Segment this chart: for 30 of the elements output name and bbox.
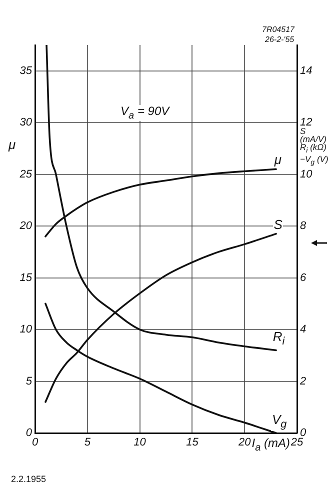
- y2-tick-label: 8: [300, 220, 307, 232]
- series-label: μ: [273, 152, 282, 168]
- y-tick-label: 10: [20, 324, 33, 336]
- y2-tick-label: 2: [299, 375, 306, 388]
- annotation: V$_{a}$ = 90V: [120, 104, 170, 122]
- y-tick-label: 15: [20, 272, 33, 284]
- y2-tick-label: 10: [300, 168, 314, 180]
- y-tick-label: 5: [26, 375, 33, 388]
- series-label: R$_{i}$: [272, 329, 286, 348]
- x-tick-label: 15: [186, 436, 200, 449]
- text: 26-2-'55: [264, 35, 296, 44]
- y-tick-label: 35: [20, 64, 33, 77]
- y-tick-label: 30: [20, 116, 33, 129]
- y-tick-label: 25: [18, 168, 33, 180]
- y-tick-label: 20: [18, 220, 33, 232]
- x-tick-label: 25: [290, 436, 304, 449]
- text: 7R04517: [261, 25, 296, 34]
- y2-tick-label: 6: [300, 272, 307, 284]
- x-tick-label: 20: [237, 436, 252, 449]
- text: 2.2.1955: [10, 474, 48, 484]
- y-tick-label: 0: [26, 427, 33, 440]
- x-tick-label: 5: [84, 436, 92, 449]
- y2-tick-label: 14: [300, 64, 312, 77]
- x-axis-title: I$_{a}$ (mA): [250, 436, 292, 454]
- y2-tick-label: 0: [300, 427, 307, 440]
- y-axis-title: μ: [8, 136, 17, 152]
- x-tick-label: 10: [134, 436, 147, 449]
- series-label: S: [272, 216, 284, 232]
- series-label: V$_{g}$: [270, 412, 288, 431]
- y2-tick-label: 4: [300, 324, 306, 336]
